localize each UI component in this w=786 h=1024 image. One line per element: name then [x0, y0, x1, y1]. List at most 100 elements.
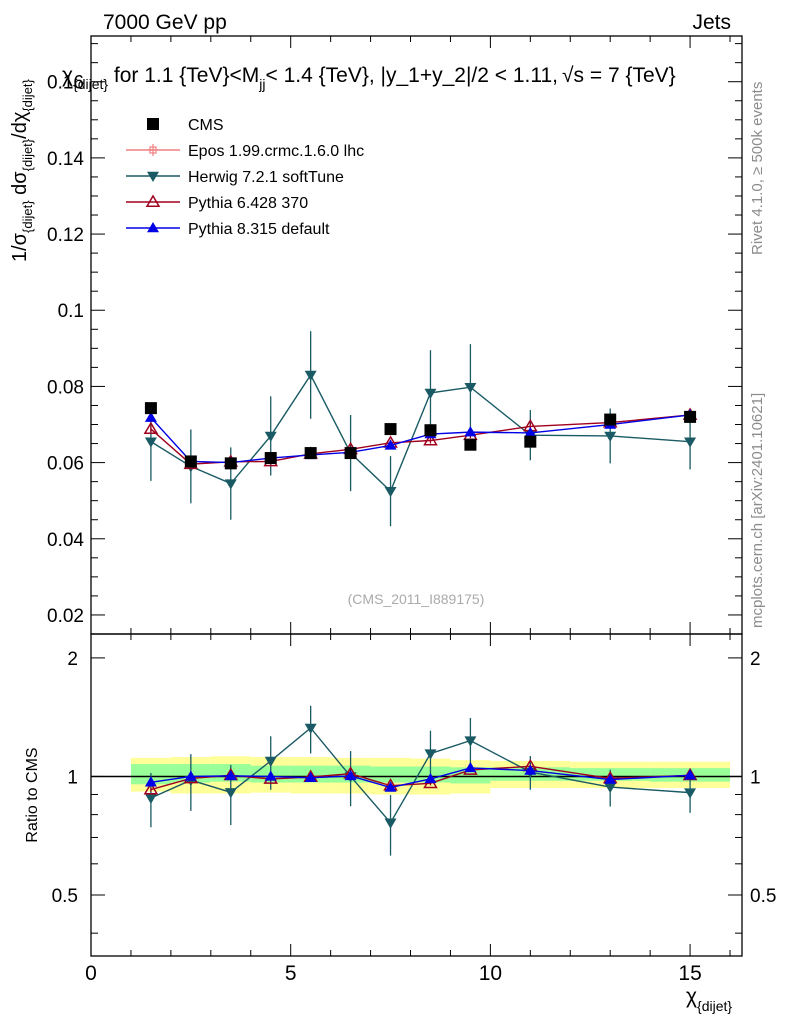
title-chi-sub: {dijet}: [73, 76, 108, 92]
series-pythia-8-315-default-point: [144, 411, 157, 422]
title-mjj-sub: jj: [258, 76, 265, 92]
series-herwig-7-2-1-softtune-point: [264, 431, 277, 442]
band-inner-bin: [370, 766, 411, 783]
ratio-tick-label: 0.5: [52, 886, 78, 907]
ratio-tick-label-right: 0.5: [750, 886, 776, 907]
ratio-y-axis-label: Ratio to CMS: [24, 747, 41, 842]
series-herwig-7-2-1-softtune-ratio-point: [224, 788, 237, 799]
header-energy: 7000 GeV pp: [103, 11, 227, 34]
ratio-tick-label-right: 2: [750, 649, 761, 670]
series-cms-point: [304, 447, 317, 460]
series-cms-point: [184, 455, 197, 468]
x-tick-label: 10: [479, 962, 502, 985]
xlabel-sub: {dijet}: [697, 998, 732, 1014]
series-cms-point: [264, 452, 277, 465]
legend: CMS Epos 1.99.crmc.1.6.0 lhc Herwig 7.2.1 …: [126, 117, 364, 238]
series-pythia-8-315-default-ratio-point: [344, 769, 357, 781]
header-process: Jets: [692, 11, 731, 34]
series-cms-point: [524, 435, 537, 448]
legend-cms-marker: [147, 118, 159, 130]
x-axis-label: χ{dijet}: [686, 985, 732, 1014]
series-cms-point: [344, 447, 357, 460]
series-herwig-7-2-1-softtune-point: [604, 431, 617, 442]
y-tick-label: 0.02: [47, 606, 84, 627]
series-herwig-7-2-1-softtune-line: [150, 373, 691, 493]
ylabel-p2: dσ: [9, 171, 31, 201]
series-pythia-6-428-370-point: [143, 421, 159, 435]
series-herwig-7-2-1-softtune-point: [424, 388, 437, 399]
main-series-group: [143, 331, 698, 527]
y-tick-label: 0.08: [47, 377, 84, 398]
series-herwig-7-2-1-softtune-point: [384, 486, 397, 498]
analysis-watermark: (CMS_2011_I889175): [348, 591, 485, 607]
title-sqrt-s: √s: [562, 64, 584, 87]
ratio-tick-label-right: 1: [750, 767, 761, 788]
series-herwig-7-2-1-softtune-point: [684, 437, 697, 448]
series-cms-point: [384, 423, 397, 436]
ylabel-s2: {dijet}: [20, 138, 35, 171]
series-pythia-8-315-default-point: [524, 426, 537, 438]
series-pythia-8-315-default-line: [150, 414, 691, 464]
legend-pythia-8-315-default-label: Pythia 8.315 default: [188, 221, 330, 238]
series-herwig-7-2-1-softtune-point: [144, 437, 157, 448]
series-herwig-7-2-1-softtune-ratio-point: [264, 756, 277, 767]
series-cms-point: [144, 402, 157, 415]
series-herwig-7-2-1-softtune-ratio-point: [424, 749, 437, 760]
series-pythia-8-315-default-ratio-point: [524, 764, 537, 775]
series-pythia-8-315-default-ratio-point: [144, 776, 157, 787]
title-mid: for 1.1 {TeV}<M: [108, 64, 259, 87]
legend-epos-1-99-crmc-1-6-0-lhc-label: Epos 1.99.crmc.1.6.0 lhc: [188, 143, 364, 160]
ylabel-p3: /dχ: [9, 111, 31, 139]
series-herwig-7-2-1-softtune-ratio-point: [144, 793, 157, 805]
ylabel-s1: {dijet}: [20, 200, 35, 233]
legend-pythia-8-315-default-marker: [147, 222, 159, 233]
y-axis-label: 1/σ{dijet} dσ{dijet}/dχ{dijet}: [9, 78, 35, 262]
series-pythia-8-315-default-ratio-point: [604, 773, 617, 784]
series-herwig-7-2-1-softtune-ratio-point: [384, 818, 397, 829]
y-tick-label: 0.04: [47, 530, 84, 551]
x-tick-label: 5: [285, 962, 297, 985]
series-cms-point: [224, 457, 237, 470]
series-pythia-8-315-default-ratio-point: [684, 769, 697, 780]
series-pythia-8-315-default-ratio-point: [304, 771, 317, 783]
tick-labels: 0 5 10 15 0.02 0.04 0.06 0.08 0.1 0.12 0.14 0.16 0.5…: [47, 73, 776, 985]
series-herwig-7-2-1-softtune-ratio-point: [304, 723, 317, 734]
series-herwig-7-2-1-softtune-point: [304, 370, 317, 381]
mcplots-label: mcplots.cern.ch [arXiv:2401.10621]: [749, 393, 766, 628]
series-herwig-7-2-1-softtune-ratio-point: [464, 736, 477, 747]
series-pythia-8-315-default-ratio-point: [384, 781, 397, 792]
legend-epos-1-99-crmc-1-6-0-lhc-marker: [147, 144, 159, 156]
series-pythia-6-428-370-point: [423, 433, 438, 446]
series-herwig-7-2-1-softtune-point: [464, 382, 477, 394]
series-herwig-7-2-1-softtune-ratio-point: [604, 782, 617, 794]
ylabel-p1: 1/σ: [9, 232, 31, 262]
series-cms-point: [604, 413, 617, 426]
y-tick-label: 0.14: [47, 149, 84, 170]
title-chi: χ: [62, 64, 73, 87]
series-herwig-7-2-1-softtune-point: [224, 479, 237, 490]
series-pythia-8-315-default-ratio-point: [464, 761, 477, 773]
ylabel-s3: {dijet}: [20, 78, 35, 111]
series-cms-point: [424, 424, 437, 437]
legend-herwig-7-2-1-softtune-label: Herwig 7.2.1 softTune: [188, 169, 344, 186]
legend-cms-label: CMS: [188, 117, 224, 134]
series-pythia-8-315-default-ratio-point: [224, 769, 237, 781]
title-energy: = 7 {TeV}: [584, 64, 676, 87]
series-herwig-7-2-1-softtune-ratio-line: [150, 726, 691, 824]
series-pythia-8-315-default-ratio-point: [264, 770, 277, 781]
axis-ticks: [90, 36, 742, 956]
y-tick-label: 0.1: [58, 301, 84, 322]
xlabel-chi: χ: [686, 985, 697, 1008]
chart-title: χ{dijet} for 1.1 {TeV}<Mjj< 1.4 {TeV}, |…: [62, 64, 676, 92]
legend-pythia-6-428-370-label: Pythia 6.428 370: [188, 195, 308, 212]
rivet-label: Rivet 4.1.0, ≥ 500k events: [749, 82, 766, 255]
series-cms-point: [684, 410, 697, 423]
y-tick-label: 0.12: [47, 225, 84, 246]
ratio-tick-label: 2: [67, 649, 78, 670]
series-pythia-8-315-default-point: [464, 426, 477, 437]
series-herwig-7-2-1-softtune-ratio-point: [684, 788, 697, 799]
series-pythia-8-315-default-ratio-line: [150, 767, 691, 789]
ratio-plot-frame: [90, 633, 743, 957]
series-pythia-8-315-default-ratio-point: [424, 772, 437, 784]
